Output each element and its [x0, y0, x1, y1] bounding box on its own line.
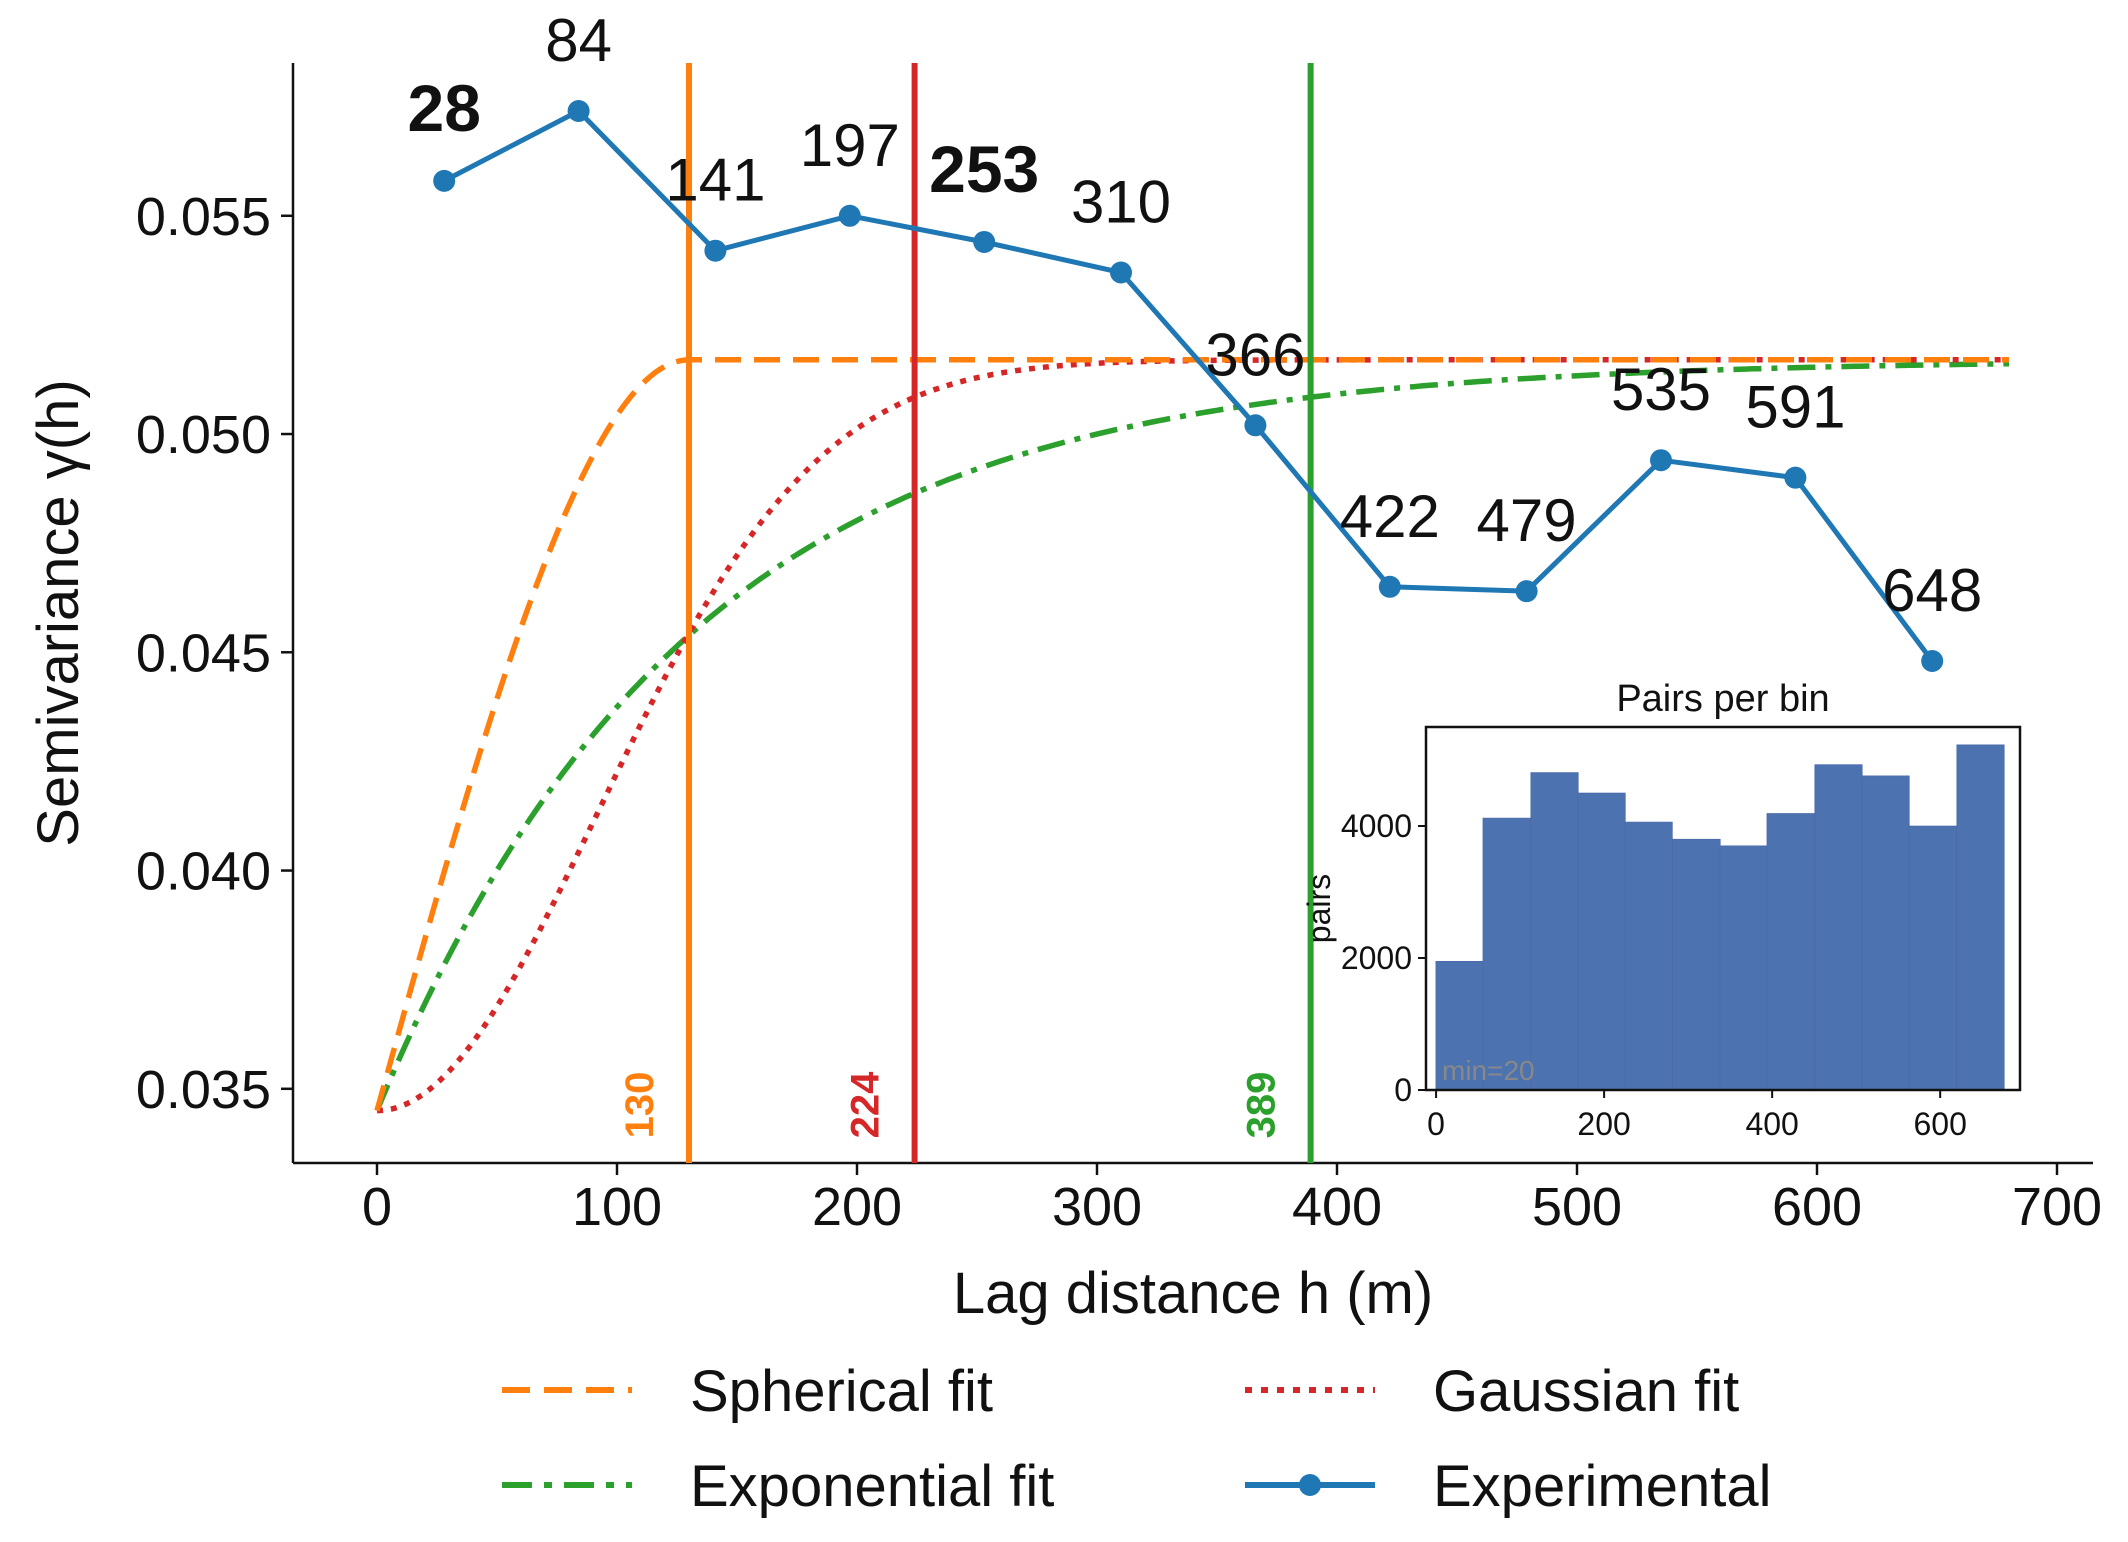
- inset-x-tick-label: 400: [1745, 1106, 1798, 1142]
- inset-bar: [1766, 813, 1815, 1091]
- exponential-fit-curve: [374, 361, 2009, 1112]
- x-tick-label: 700: [2012, 1177, 2102, 1237]
- experimental-point: [973, 230, 996, 253]
- inset-bar: [1719, 845, 1768, 1091]
- y-axis-label: Semivariance γ(h): [26, 379, 91, 846]
- experimental-point: [1921, 650, 1944, 673]
- point-label: 535: [1611, 356, 1711, 423]
- x-tick-label: 400: [1292, 1177, 1382, 1237]
- legend-marker: [1299, 1474, 1321, 1496]
- experimental-series: 28 84 141 197 253 310 366 422 479 535 591 648: [407, 7, 1982, 673]
- inset-bar: [1435, 960, 1484, 1091]
- inset-bar: [1672, 838, 1721, 1091]
- inset-bar: [1814, 764, 1863, 1091]
- x-axis-label: Lag distance h (m): [953, 1261, 1433, 1326]
- y-tick-label: 0.040: [136, 842, 271, 902]
- inset-y-tick-label: 2000: [1341, 940, 1412, 976]
- x-tick-label: 600: [1772, 1177, 1862, 1237]
- legend-label: Experimental: [1433, 1454, 1771, 1519]
- pairs-inset: 0 200 400 600 0 2000 4000 Pairs per bin pairs min…: [1301, 678, 2022, 1142]
- x-tick-label: 100: [572, 1177, 662, 1237]
- experimental-point: [1515, 580, 1538, 603]
- legend-label: Spherical fit: [690, 1359, 993, 1424]
- point-label: 197: [800, 112, 900, 179]
- inset-x-tick-label: 600: [1913, 1106, 1966, 1142]
- point-label: 84: [545, 7, 612, 74]
- legend-label: Gaussian fit: [1433, 1359, 1739, 1424]
- experimental-point: [838, 204, 861, 227]
- y-tick-label: 0.035: [136, 1060, 271, 1120]
- experimental-point: [704, 239, 727, 262]
- model-curves: [374, 357, 2009, 1114]
- range-label: 224: [844, 1071, 888, 1138]
- inset-bar: [1956, 744, 2005, 1091]
- x-tick-label: 200: [812, 1177, 902, 1237]
- experimental-point: [1110, 261, 1132, 284]
- inset-y-tick-label: 4000: [1341, 808, 1412, 844]
- point-label: 591: [1745, 374, 1845, 441]
- point-label: 479: [1477, 487, 1577, 554]
- experimental-point: [1650, 449, 1672, 472]
- inset-title: Pairs per bin: [1616, 678, 1829, 720]
- experimental-point: [567, 100, 590, 123]
- main-axes: 0 100 200 300 400 500 600 700 0.035 0.040 0.045 0.0…: [26, 63, 2102, 1326]
- inset-bar: [1577, 792, 1626, 1091]
- inset-y-tick-label: 0: [1394, 1072, 1412, 1108]
- x-tick-label: 500: [1532, 1177, 1622, 1237]
- inset-bar: [1861, 775, 1910, 1091]
- x-tick-label: 300: [1052, 1177, 1142, 1237]
- point-label: 310: [1071, 169, 1171, 236]
- point-label: 366: [1205, 321, 1305, 388]
- inset-bar: [1482, 817, 1531, 1091]
- inset-y-label: pairs: [1301, 874, 1337, 943]
- spherical-fit-curve: [374, 357, 2009, 1112]
- point-label: 28: [407, 71, 480, 145]
- point-label: 141: [665, 147, 765, 214]
- y-tick-label: 0.045: [136, 623, 271, 683]
- experimental-point: [433, 169, 456, 192]
- legend-label: Exponential fit: [690, 1454, 1054, 1519]
- y-tick-label: 0.050: [136, 405, 271, 465]
- experimental-point: [1784, 466, 1807, 489]
- inset-bar: [1908, 825, 1957, 1091]
- experimental-point: [1244, 414, 1267, 437]
- y-tick-label: 0.055: [136, 187, 271, 247]
- inset-bar: [1530, 772, 1579, 1091]
- range-label: 389: [1240, 1072, 1284, 1139]
- x-tick-label: 0: [362, 1177, 392, 1237]
- point-label: 253: [929, 132, 1039, 206]
- inset-bar: [1624, 821, 1673, 1091]
- experimental-point: [1378, 575, 1401, 598]
- inset-frame: [1424, 725, 2022, 1092]
- range-label: 130: [618, 1072, 662, 1139]
- point-label: 422: [1340, 483, 1440, 550]
- inset-annotation: min=20: [1442, 1055, 1535, 1086]
- range-lines: 130 224 389: [618, 63, 1314, 1163]
- point-label: 648: [1882, 557, 1982, 624]
- inset-x-tick-label: 0: [1427, 1106, 1445, 1142]
- experimental-line: [443, 107, 1935, 663]
- legend: Spherical fit Gaussian fit Exponential fit…: [502, 1359, 1771, 1519]
- inset-x-tick-label: 200: [1577, 1106, 1630, 1142]
